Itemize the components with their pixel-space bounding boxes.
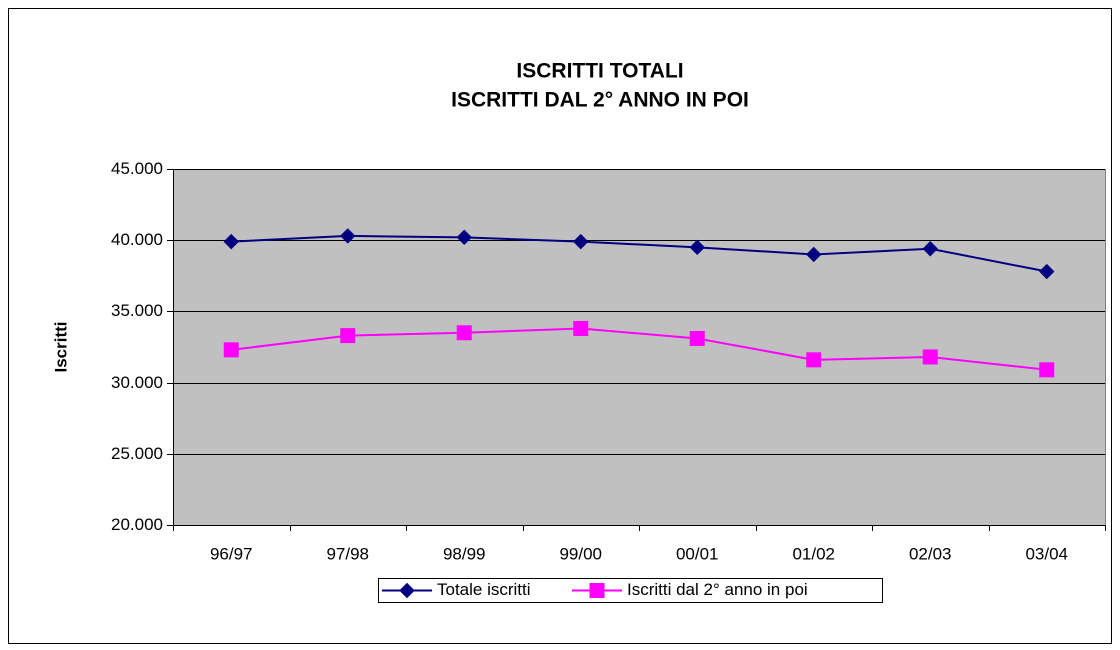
y-tick-label: 35.000 [111, 301, 163, 320]
y-axis-label: Iscritti [51, 321, 70, 372]
data-point [340, 228, 356, 244]
data-point [223, 342, 239, 358]
y-tick-label: 20.000 [111, 515, 163, 534]
data-point [223, 233, 239, 250]
data-point [689, 330, 705, 346]
y-tick-label: 25.000 [111, 444, 163, 463]
data-point [922, 241, 938, 257]
x-tick-label: 02/03 [909, 544, 952, 563]
legend-label: Iscritti dal 2° anno in poi [627, 580, 808, 599]
chart-title: ISCRITTI TOTALI [516, 60, 683, 83]
chart-subtitle: ISCRITTI DAL 2° ANNO IN POI [451, 89, 749, 112]
x-tick-label: 01/02 [792, 544, 835, 563]
data-point [1039, 263, 1055, 280]
y-tick-label: 45.000 [111, 159, 163, 178]
x-tick-label: 03/04 [1025, 544, 1068, 563]
data-point [1039, 362, 1055, 378]
data-point [689, 239, 705, 256]
y-tick-label: 40.000 [111, 230, 163, 249]
data-point [922, 349, 938, 365]
data-point [573, 233, 589, 250]
x-tick-label: 97/98 [326, 544, 369, 563]
legend-box [378, 578, 883, 603]
legend-marker [589, 583, 605, 598]
data-point [806, 246, 822, 263]
series-line [231, 327, 1047, 371]
data-point [573, 320, 589, 336]
series-line [231, 234, 1047, 273]
data-point [340, 328, 356, 344]
plot-area [173, 169, 1105, 525]
legend-marker [399, 582, 415, 599]
legend-label: Totale iscritti [437, 580, 531, 599]
y-tick-label: 30.000 [111, 373, 163, 392]
x-tick-label: 98/99 [443, 544, 486, 563]
data-point [456, 325, 472, 341]
x-tick-label: 96/97 [210, 544, 253, 563]
data-point [456, 229, 472, 246]
x-tick-label: 99/00 [559, 544, 602, 563]
x-tick-label: 00/01 [676, 544, 719, 563]
data-point [806, 352, 822, 368]
